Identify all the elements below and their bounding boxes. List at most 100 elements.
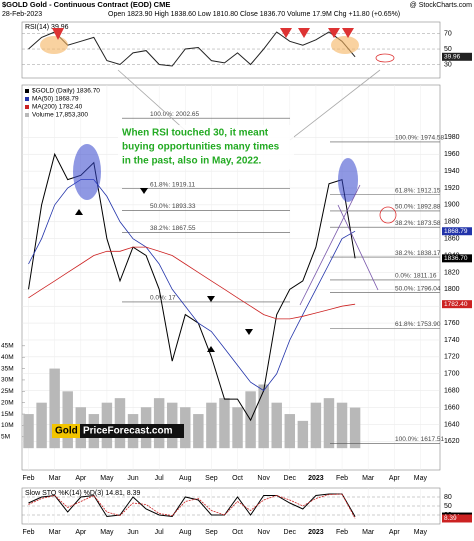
x-tick-label: Feb xyxy=(336,475,348,482)
volume-bar xyxy=(297,420,309,449)
x-tick-label: Mar xyxy=(49,475,62,482)
x-tick-label: Apr xyxy=(75,475,87,482)
arrow xyxy=(52,28,64,40)
volume-bar xyxy=(193,414,204,449)
logo-right-bg xyxy=(80,424,184,438)
pointer xyxy=(289,69,381,141)
highlight xyxy=(40,36,68,54)
volume-bar xyxy=(36,402,47,449)
arrow xyxy=(298,28,310,38)
highlight xyxy=(73,144,101,200)
value-box xyxy=(442,254,472,263)
volume-bar xyxy=(336,402,348,449)
x-tick-label: Feb xyxy=(336,529,348,536)
x-tick-label: Apr xyxy=(389,529,401,536)
fib-label: 100.0%: 1974.58 xyxy=(395,135,445,142)
value-box-label: 1836.70 xyxy=(444,255,468,262)
arrow xyxy=(140,188,148,194)
y-tick-label: 1980 xyxy=(444,134,460,141)
logo-left-bg xyxy=(52,424,80,438)
series-line xyxy=(28,493,356,519)
x-tick-label: Apr xyxy=(75,529,87,536)
volume-bar xyxy=(284,414,296,449)
value-box-label: 8.39 xyxy=(444,515,457,522)
highlight xyxy=(338,158,358,202)
x-tick-label: Jun xyxy=(127,475,138,482)
fib-label: 61.8%: 1912.15 xyxy=(395,187,441,194)
value-box xyxy=(442,514,472,523)
fib-label: 100.0%: 1617.51 xyxy=(395,436,445,443)
y2-tick-label: 30M xyxy=(1,377,14,384)
fib-label: 100.0%: 2002.65 xyxy=(150,111,200,118)
trendline xyxy=(299,184,361,306)
x-tick-label: Sep xyxy=(205,475,218,482)
x-tick-label: Oct xyxy=(232,475,243,482)
series-line xyxy=(28,493,356,518)
y-tick-label: 30 xyxy=(444,61,452,68)
legend-label: $GOLD (Daily) 1836.70 xyxy=(32,88,100,95)
x-tick-label: Dec xyxy=(284,475,297,482)
logo-left: Gold xyxy=(55,426,78,437)
fib-label: 38.2%: 1873.58 xyxy=(395,220,441,227)
chart-title: $GOLD Gold - Continuous Contract (EOD) C… xyxy=(2,0,170,9)
circle xyxy=(375,53,395,63)
y2-tick-label: 10M xyxy=(1,422,14,429)
volume-bar xyxy=(114,398,126,449)
y2-tick-label: 5M xyxy=(1,434,10,441)
value-box xyxy=(442,300,472,309)
y-tick-label: 70 xyxy=(444,30,452,37)
volume-bar xyxy=(258,384,269,449)
legend-label: MA(50) 1868.79 xyxy=(32,96,79,103)
y-tick-label: 1960 xyxy=(444,151,460,158)
fib-label: 50.0%: 1893.33 xyxy=(150,203,196,210)
x-tick-label: Mar xyxy=(362,475,375,482)
y-tick-label: 1900 xyxy=(444,202,460,209)
volume-bar xyxy=(219,398,230,449)
x-tick-label: Aug xyxy=(179,529,192,536)
y2-tick-label: 40M xyxy=(1,354,14,361)
y-tick-label: 1660 xyxy=(444,404,460,411)
volume-bar xyxy=(62,391,73,449)
y-tick-label: 1920 xyxy=(444,185,460,192)
annotation: When RSI touched 30, it meant xyxy=(122,128,269,139)
volume-bar xyxy=(349,407,361,449)
x-tick-label: Mar xyxy=(362,529,375,536)
y2-tick-label: 25M xyxy=(1,388,14,395)
x-tick-label: Jul xyxy=(155,529,164,536)
site-label: @ StockCharts.com xyxy=(410,2,473,9)
y-tick-label: 80 xyxy=(444,494,452,501)
volume-bar xyxy=(310,402,322,449)
y2-tick-label: 45M xyxy=(1,343,14,350)
legend-swatch xyxy=(25,105,29,109)
x-tick-label: May xyxy=(100,529,114,536)
legend-label: MA(200) 1782.40 xyxy=(32,104,83,111)
value-box-label: 39.96 xyxy=(444,54,461,61)
y2-tick-label: 35M xyxy=(1,365,14,372)
arrow xyxy=(342,28,354,38)
arrow xyxy=(75,209,83,215)
panel-label: RSI(14) 39.96 xyxy=(25,24,69,31)
volume-bar xyxy=(206,402,217,449)
y-tick-label: 1800 xyxy=(444,286,460,293)
logo-right: PriceForecast.com xyxy=(83,426,173,437)
value-box xyxy=(442,227,472,236)
annotation-box xyxy=(118,125,294,169)
x-tick-label: Dec xyxy=(284,529,297,536)
legend-label: Volume 17,853,300 xyxy=(32,112,88,119)
volume-bar xyxy=(232,407,243,449)
y-tick-label: 1680 xyxy=(444,387,460,394)
x-tick-label: Nov xyxy=(257,475,270,482)
legend-swatch xyxy=(25,89,29,93)
arrow xyxy=(280,28,292,38)
volume-bar xyxy=(180,407,191,449)
arrow xyxy=(328,28,340,38)
trendline xyxy=(337,204,379,291)
fib-label: 0.0%: 1811.16 xyxy=(395,273,437,280)
series-line xyxy=(28,246,356,320)
arrow xyxy=(245,329,253,335)
volume-bar xyxy=(49,368,60,449)
x-tick-label: May xyxy=(100,475,114,482)
volume-bar xyxy=(153,398,165,449)
y-tick-label: 1880 xyxy=(444,219,460,226)
